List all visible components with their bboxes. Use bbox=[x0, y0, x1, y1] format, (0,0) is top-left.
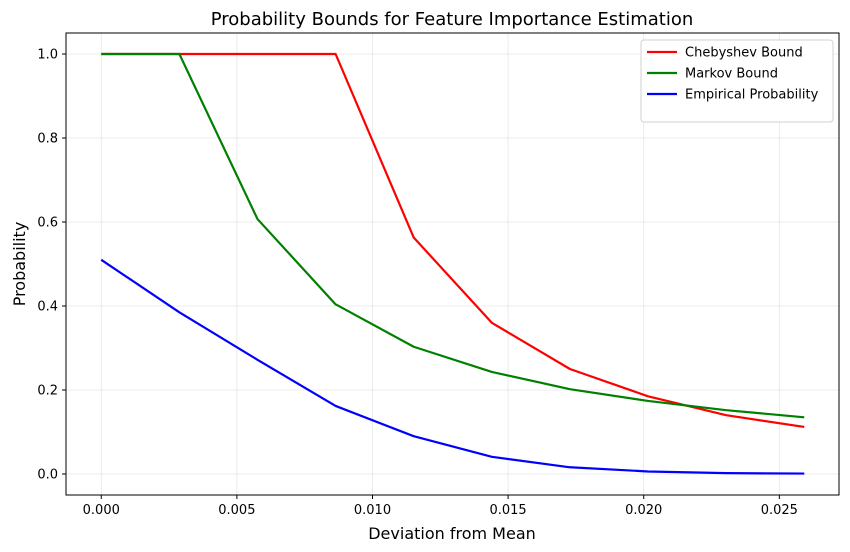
y-tick-label: 0.4 bbox=[37, 300, 58, 315]
series-line-empirical-probability bbox=[100, 258, 805, 475]
x-tick-label: 0.005 bbox=[218, 503, 255, 518]
plot-frame bbox=[65, 32, 840, 496]
legend-box bbox=[640, 39, 834, 123]
legend: Chebyshev Bound Markov Bound Empirical Pro… bbox=[640, 39, 834, 123]
y-tick-label: 0.0 bbox=[37, 468, 58, 483]
series-line-markov-bound bbox=[101, 52, 805, 419]
x-tick-label: 0.025 bbox=[761, 503, 798, 518]
x-tick-label: 0.010 bbox=[354, 503, 391, 518]
legend-label: Empirical Probability bbox=[685, 88, 819, 103]
legend-label: Chebyshev Bound bbox=[685, 46, 803, 61]
y-tick-label: 0.2 bbox=[37, 384, 58, 399]
plot-lines bbox=[100, 52, 805, 475]
y-tick-label: 0.6 bbox=[37, 216, 58, 231]
y-tick-label: 1.0 bbox=[37, 48, 58, 63]
x-tick-label: 0.020 bbox=[625, 503, 662, 518]
chart-title: Probability Bounds for Feature Importanc… bbox=[211, 9, 694, 30]
y-axis: 0.0 0.2 0.4 0.6 0.8 1.0 bbox=[37, 48, 66, 483]
x-axis: 0.000 0.005 0.010 0.015 0.020 0.025 bbox=[83, 495, 798, 518]
grid bbox=[66, 33, 839, 495]
x-axis-label: Deviation from Mean bbox=[368, 524, 536, 543]
y-axis-label: Probability bbox=[10, 222, 29, 307]
x-tick-label: 0.015 bbox=[489, 503, 526, 518]
x-tick-label: 0.000 bbox=[83, 503, 120, 518]
y-tick-label: 0.8 bbox=[37, 132, 58, 147]
legend-label: Markov Bound bbox=[685, 67, 778, 82]
